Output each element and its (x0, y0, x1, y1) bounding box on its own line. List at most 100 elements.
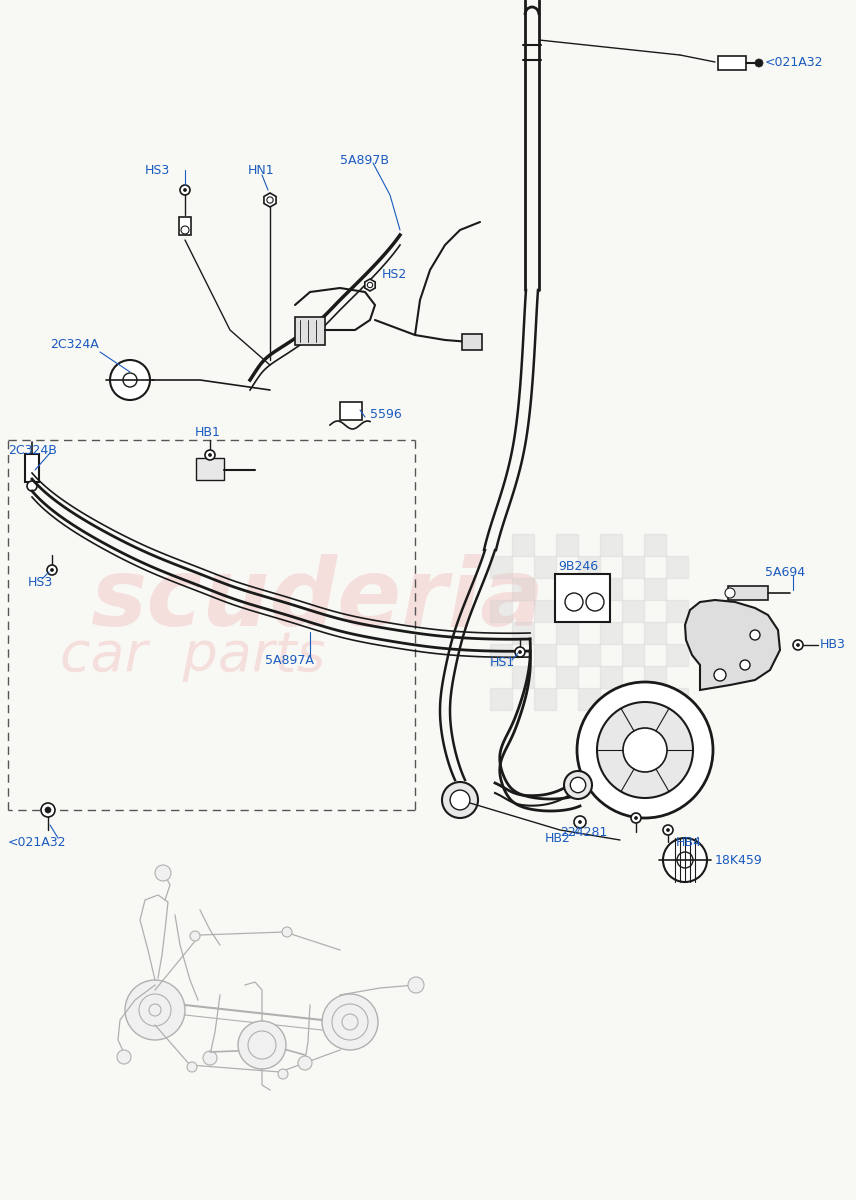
Circle shape (125, 980, 185, 1040)
Circle shape (663, 838, 707, 882)
Circle shape (570, 778, 586, 793)
Circle shape (298, 1056, 312, 1070)
Circle shape (332, 1004, 368, 1040)
Bar (462, 334, 482, 350)
Text: HB3: HB3 (820, 638, 846, 652)
Bar (600, 666, 622, 688)
Text: HB1: HB1 (195, 426, 221, 438)
Circle shape (755, 59, 763, 67)
Bar (644, 534, 666, 556)
Bar (556, 578, 578, 600)
Circle shape (740, 660, 750, 670)
Text: 18K459: 18K459 (715, 853, 763, 866)
Bar (490, 556, 512, 578)
Text: 5A694: 5A694 (765, 565, 805, 578)
Circle shape (577, 682, 713, 818)
Bar (622, 644, 644, 666)
Circle shape (180, 185, 190, 194)
Circle shape (442, 782, 478, 818)
Bar (25, 454, 39, 482)
Text: HN1: HN1 (248, 163, 275, 176)
Bar (644, 622, 666, 644)
Circle shape (714, 670, 726, 680)
Bar (512, 622, 534, 644)
Circle shape (597, 702, 693, 798)
Circle shape (565, 593, 583, 611)
Bar (578, 600, 600, 622)
Circle shape (408, 977, 424, 994)
Text: 9B246: 9B246 (558, 559, 598, 572)
Circle shape (586, 593, 604, 611)
Circle shape (51, 569, 53, 571)
Circle shape (27, 481, 37, 491)
Bar (512, 578, 534, 600)
Bar (512, 666, 534, 688)
Text: 2C324A: 2C324A (50, 338, 98, 352)
Bar (556, 666, 578, 688)
Text: HS3: HS3 (28, 576, 53, 588)
Circle shape (190, 931, 200, 941)
Bar (600, 622, 622, 644)
Bar (295, 317, 325, 346)
Text: HB2: HB2 (545, 832, 571, 845)
Circle shape (205, 450, 215, 460)
Bar (512, 534, 534, 556)
Circle shape (139, 994, 171, 1026)
Circle shape (623, 728, 667, 772)
Bar (534, 688, 556, 710)
Circle shape (45, 806, 51, 814)
Circle shape (238, 1021, 286, 1069)
Circle shape (574, 816, 586, 828)
Bar (578, 556, 600, 578)
Bar (555, 574, 610, 622)
Circle shape (322, 994, 378, 1050)
Circle shape (725, 588, 735, 598)
Text: 5A897B: 5A897B (340, 154, 389, 167)
Text: <021A32: <021A32 (8, 835, 67, 848)
Circle shape (110, 360, 150, 400)
Bar (490, 600, 512, 622)
Bar (666, 556, 688, 578)
Text: HS2: HS2 (382, 269, 407, 282)
Text: 5596: 5596 (370, 408, 401, 421)
Circle shape (183, 188, 187, 192)
Bar (578, 688, 600, 710)
Circle shape (282, 926, 292, 937)
Text: 5A897A: 5A897A (265, 654, 314, 666)
Circle shape (155, 865, 171, 881)
Circle shape (187, 1062, 197, 1072)
Bar (534, 556, 556, 578)
Text: 2C324B: 2C324B (8, 444, 56, 456)
Polygon shape (685, 600, 780, 690)
Circle shape (209, 454, 211, 456)
Bar (534, 644, 556, 666)
Bar (534, 600, 556, 622)
Text: HS3: HS3 (145, 163, 170, 176)
Circle shape (117, 1050, 131, 1064)
Circle shape (342, 1014, 358, 1030)
Circle shape (450, 790, 470, 810)
Circle shape (267, 197, 273, 203)
Bar (622, 600, 644, 622)
Bar (600, 534, 622, 556)
Text: car  parts: car parts (60, 629, 325, 682)
Bar (578, 644, 600, 666)
Circle shape (203, 1051, 217, 1066)
Circle shape (123, 373, 137, 386)
Bar (718, 56, 746, 70)
Circle shape (750, 630, 760, 640)
Bar (666, 644, 688, 666)
Circle shape (149, 1004, 161, 1016)
Bar (622, 556, 644, 578)
Bar (644, 666, 666, 688)
Circle shape (634, 816, 638, 820)
Bar (556, 622, 578, 644)
Text: HS1: HS1 (490, 656, 515, 670)
Bar (490, 644, 512, 666)
Polygon shape (264, 193, 276, 206)
Circle shape (564, 770, 592, 799)
Circle shape (677, 852, 693, 868)
Bar (196, 458, 224, 480)
Circle shape (367, 282, 372, 288)
Circle shape (663, 826, 673, 835)
